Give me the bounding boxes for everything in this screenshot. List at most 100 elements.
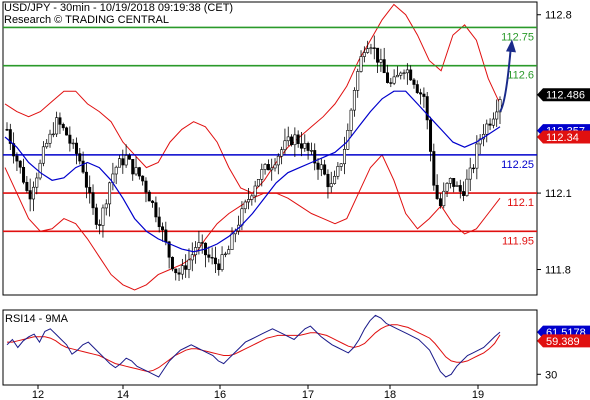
candle-body xyxy=(352,90,356,111)
candle-body xyxy=(448,178,452,184)
candle-body xyxy=(472,167,476,170)
candle-body xyxy=(217,263,221,270)
candle-body xyxy=(227,249,231,255)
candle-body xyxy=(5,129,9,131)
candle-body xyxy=(161,226,165,231)
candle-body xyxy=(372,47,376,49)
candle-body xyxy=(266,164,270,171)
level-label-4: 111.95 xyxy=(502,235,534,247)
candle-body xyxy=(432,151,436,186)
candle-body xyxy=(41,146,45,164)
x-tick-label: 19 xyxy=(472,389,484,400)
candle-body xyxy=(45,142,49,148)
candle-body xyxy=(422,93,426,97)
candle-body xyxy=(276,155,280,166)
candle-body xyxy=(220,254,224,270)
candle-body xyxy=(78,153,82,162)
candle-body xyxy=(369,47,373,50)
candle-body xyxy=(326,173,330,188)
candle-body xyxy=(25,181,29,191)
arrow-head xyxy=(506,39,516,53)
candle-body xyxy=(108,182,112,205)
candle-body xyxy=(200,242,204,244)
x-tick-label: 12 xyxy=(32,389,44,400)
candle-body xyxy=(81,160,85,173)
candle-body xyxy=(319,164,323,170)
y-tick-label: 111.8 xyxy=(545,265,571,277)
candle-body xyxy=(84,171,88,188)
key-levels: 112.75 112.6 112.25 112.1 111.95 xyxy=(3,26,537,247)
candle-body xyxy=(296,134,300,144)
candle-body xyxy=(131,158,135,175)
candle-body xyxy=(379,59,383,63)
candle-body xyxy=(299,143,303,149)
candle-body xyxy=(18,160,22,168)
candle-body xyxy=(101,207,105,226)
rsi-ma-line xyxy=(7,324,501,373)
candle-body xyxy=(286,136,290,142)
ma-line xyxy=(4,90,501,253)
candle-body xyxy=(316,162,320,170)
candle-body xyxy=(323,164,327,175)
candle-body xyxy=(167,241,171,258)
candle-body xyxy=(399,72,403,76)
badge-last-price-label: 112.486 xyxy=(546,90,585,102)
candle-body xyxy=(270,167,274,171)
rsi-lines xyxy=(6,314,501,378)
candle-body xyxy=(117,158,121,168)
candle-body xyxy=(366,48,370,53)
candle-body xyxy=(359,56,363,72)
candle-body xyxy=(61,124,65,129)
candle-body xyxy=(429,119,433,152)
candle-body xyxy=(247,199,251,203)
candle-body xyxy=(190,254,194,261)
badge-red-bg xyxy=(537,130,590,144)
candle-body xyxy=(336,166,340,177)
candle-body xyxy=(22,166,26,183)
candle-body xyxy=(465,178,469,196)
main-border xyxy=(2,1,538,296)
candle-body xyxy=(174,268,178,274)
candle-body xyxy=(273,164,277,169)
x-tick-label: 18 xyxy=(384,389,396,400)
level-label-0: 112.75 xyxy=(501,31,534,43)
y-axis: 111.8 112.1 112.8 30 xyxy=(537,10,572,381)
rsi-title: RSI14 - 9MA xyxy=(5,313,69,325)
candle-body xyxy=(349,109,353,131)
candle-body xyxy=(243,201,247,210)
candle-body xyxy=(478,138,482,145)
candle-body xyxy=(91,192,95,209)
x-tick-label: 16 xyxy=(214,389,226,400)
candle-body xyxy=(58,117,62,125)
candle-body xyxy=(362,52,366,57)
candle-body xyxy=(498,99,502,113)
candle-body xyxy=(184,265,188,270)
candle-body xyxy=(154,202,158,218)
main-panel-frame xyxy=(2,1,538,296)
candle-body xyxy=(442,190,446,207)
candle-body xyxy=(412,79,416,85)
candle-body xyxy=(28,190,32,200)
chart-subtitle: Research © TRADING CENTRAL xyxy=(4,14,169,26)
level-label-2: 112.25 xyxy=(501,159,534,171)
badge-rsi-ma-label: 59.389 xyxy=(546,336,580,348)
badge-red-label: 112.34 xyxy=(546,132,579,144)
x-axis: 12 14 16 17 18 19 xyxy=(32,385,484,400)
candle-body xyxy=(402,72,406,74)
candle-body xyxy=(290,136,294,146)
candle-body xyxy=(339,163,343,167)
rsi-line xyxy=(6,314,501,378)
candle-body xyxy=(74,142,78,154)
candle-body xyxy=(342,148,346,165)
candle-body xyxy=(303,143,307,149)
candle-body xyxy=(88,186,92,193)
candle-body xyxy=(445,183,449,192)
candle-body xyxy=(71,142,75,145)
candle-body xyxy=(455,185,459,187)
candle-body xyxy=(415,84,419,93)
candle-body xyxy=(485,123,489,135)
level-label-1: 112.6 xyxy=(507,70,534,82)
candle-body xyxy=(309,150,313,152)
candle-body xyxy=(114,166,118,175)
